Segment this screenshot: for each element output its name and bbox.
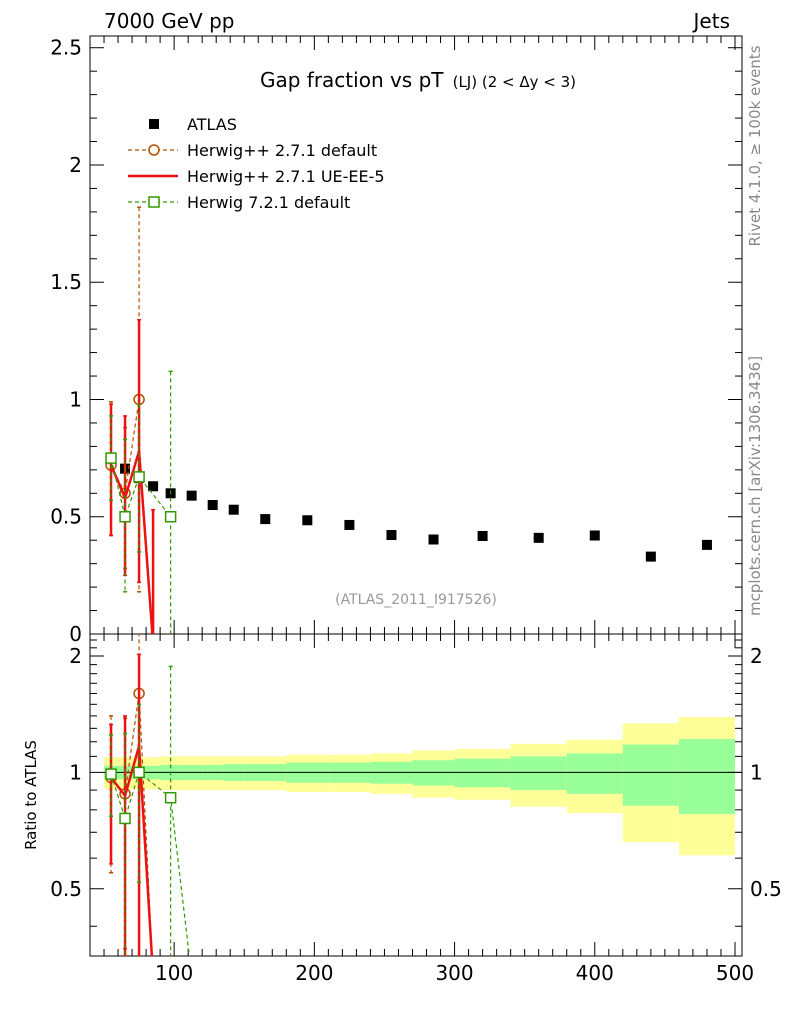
main-square-marker (105, 452, 117, 464)
ratio-y-tick-label-right: 2 (750, 644, 763, 668)
atlas-data-point (428, 534, 439, 545)
atlas-data-point (302, 515, 313, 526)
main-y-tick-label: 0 (69, 622, 82, 646)
ratio-band-green (454, 758, 511, 788)
energy-label: 7000 GeV pp (104, 9, 235, 33)
legend-label: ATLAS (187, 115, 237, 134)
plot-title-sub: (LJ) (2 < Δy < 3) (453, 73, 576, 91)
ratio-square-marker (164, 791, 177, 804)
ratio-square-marker (105, 768, 117, 780)
legend-circle-marker (148, 144, 160, 156)
main-y-tick-label: 2.5 (50, 36, 82, 60)
ratio-plot-frame (89, 633, 743, 957)
atlas-data-point (477, 530, 488, 541)
ratio-band-green (622, 744, 679, 806)
ratio-ylabel: Ratio to ATLAS (22, 740, 40, 850)
atlas-data-point (701, 539, 712, 550)
ratio-band-green (678, 738, 735, 815)
source-label: mcplots.cern.ch [arXiv:1306.3436] (746, 356, 764, 616)
analysis-label: (ATLAS_2011_I917526) (335, 592, 497, 608)
main-square-marker (119, 510, 131, 523)
atlas-data-point (533, 532, 544, 543)
atlas-data-point (645, 551, 656, 562)
atlas-data-point (386, 530, 397, 541)
atlas-data-point (344, 519, 355, 530)
main-y-tick-label: 0.5 (50, 505, 82, 529)
ratio-y-tick-label: 2 (69, 644, 82, 668)
ratio-y-tick-label: 1 (69, 760, 82, 784)
legend-label: Herwig++ 2.7.1 default (187, 141, 377, 160)
main-y-tick-label: 2 (69, 153, 82, 177)
ratio-red-line (110, 745, 154, 956)
main-y-tick-label: 1.5 (50, 270, 82, 294)
legend-atlas-marker (149, 119, 159, 129)
ratio-y-tick-label-right: 1 (750, 760, 763, 784)
atlas-data-point (260, 514, 271, 525)
atlas-data-point (207, 500, 218, 511)
x-tick-label: 100 (155, 961, 193, 985)
ratio-y-tick-label: 0.5 (50, 877, 82, 901)
legend-label: Herwig 7.2.1 default (187, 193, 350, 212)
ratio-y-tick-label-right: 0.5 (750, 877, 782, 901)
atlas-data-point (148, 481, 159, 492)
ratio-square-marker (133, 766, 145, 779)
main-square-line (110, 457, 172, 519)
main-red-line (109, 450, 154, 634)
atlas-data-point (589, 530, 600, 541)
main-square-marker (164, 510, 177, 523)
ratio-band-green (510, 756, 567, 791)
main-y-tick-label: 1 (69, 387, 82, 411)
atlas-data-point (186, 490, 197, 501)
ratio-square-marker (119, 812, 131, 825)
plot-title: Gap fraction vs pT (LJ) (2 < Δy < 3) (260, 68, 576, 92)
legend-square-marker (148, 196, 160, 208)
main-square-marker (133, 471, 145, 483)
ratio-circle-line (110, 693, 153, 956)
x-tick-label: 500 (716, 961, 754, 985)
category-label: Jets (692, 9, 730, 33)
ratio-band-green (566, 753, 623, 794)
x-tick-label: 400 (576, 961, 614, 985)
rivet-label: Rivet 4.1.0, ≥ 100k events (746, 45, 764, 246)
legend-label: Herwig++ 2.7.1 UE-EE-5 (187, 167, 385, 186)
plot-title-main: Gap fraction vs pT (260, 68, 444, 92)
x-tick-label: 200 (295, 961, 333, 985)
atlas-data-point (228, 504, 239, 515)
x-tick-label: 300 (435, 961, 473, 985)
